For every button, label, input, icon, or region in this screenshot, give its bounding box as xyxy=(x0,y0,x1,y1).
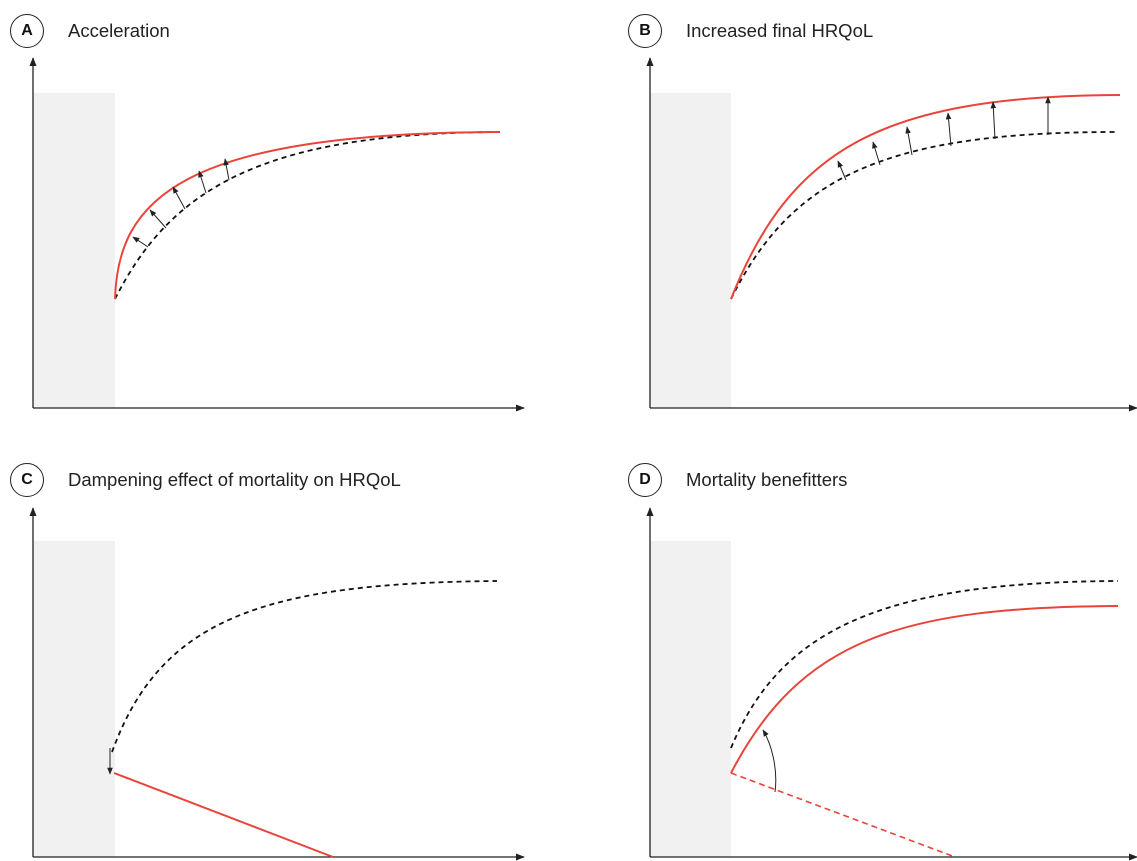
panel-b-shaded-region xyxy=(650,93,731,408)
panel-c-shaded-region xyxy=(33,541,115,857)
panel-b-shift-arrows xyxy=(838,97,1048,180)
panel-d-chart xyxy=(650,508,1137,857)
panel-a-treatment-curve xyxy=(115,132,500,299)
panel-c-chart xyxy=(33,508,524,857)
panel-b-shift-arrow xyxy=(838,161,846,180)
panel-a-shift-arrow xyxy=(173,187,185,209)
panel-a-shift-arrow xyxy=(199,171,206,193)
panel-a-chart xyxy=(33,58,524,408)
panel-b-shift-arrow xyxy=(873,142,880,165)
panel-d-treatment-curve xyxy=(731,606,1118,773)
panel-d-benefit-arrow xyxy=(763,730,776,792)
panel-b-reference-curve xyxy=(731,132,1115,299)
panel-a-reference-curve xyxy=(115,132,500,299)
panel-d-reference-curve xyxy=(731,581,1118,748)
panel-a-shift-arrows xyxy=(133,159,229,247)
panel-b-treatment-curve xyxy=(731,95,1120,299)
panel-d-shaded-region xyxy=(650,541,731,857)
panel-b-chart xyxy=(650,58,1137,408)
panel-a-shaded-region xyxy=(33,93,115,408)
panel-b-shift-arrow xyxy=(907,127,912,155)
panel-b-shift-arrow xyxy=(948,113,951,146)
panel-c-reference-curve xyxy=(112,581,497,752)
panel-c-treatment-line xyxy=(114,773,333,857)
panel-b-shift-arrow xyxy=(993,102,995,139)
panel-a-shift-arrow xyxy=(133,237,148,247)
panel-d-mortality-line xyxy=(731,773,955,857)
panel-a-shift-arrow xyxy=(150,210,166,228)
